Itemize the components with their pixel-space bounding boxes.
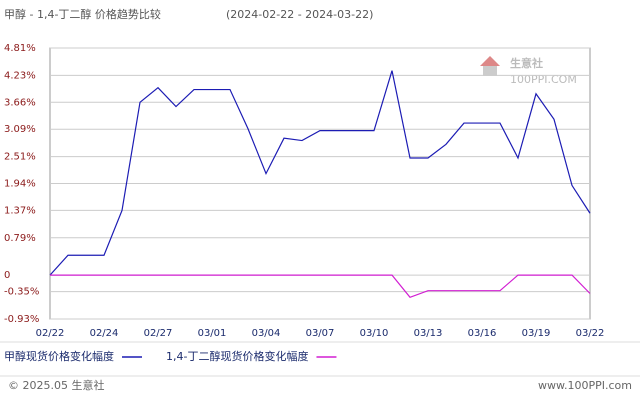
- x-tick-label: 03/19: [522, 328, 551, 339]
- chart-subtitle: (2024-02-22 - 2024-03-22): [226, 8, 373, 21]
- y-tick-label: 4.23%: [4, 70, 36, 81]
- y-tick-label: 1.37%: [4, 205, 36, 216]
- legend-label: 甲醇现货价格变化幅度: [4, 349, 114, 363]
- x-tick-label: 03/04: [252, 328, 281, 339]
- watermark: 生意社 100PPI.COM: [480, 56, 577, 86]
- y-tick-label: 4.81%: [4, 43, 36, 54]
- watermark-text: 生意社: [510, 56, 543, 70]
- watermark-site: 100PPI.COM: [510, 73, 577, 86]
- x-tick-label: 03/16: [468, 328, 497, 339]
- y-tick-label: -0.35%: [4, 287, 39, 298]
- x-tick-label: 02/24: [90, 328, 119, 339]
- x-tick-label: 02/27: [144, 328, 173, 339]
- y-tick-label: 2.51%: [4, 152, 36, 163]
- y-tick-label: 0: [4, 270, 10, 281]
- footer-left: © 2025.05 生意社: [8, 378, 104, 392]
- x-tick-label: 03/10: [360, 328, 389, 339]
- y-tick-label: 0.79%: [4, 233, 36, 244]
- footer-right: www.100PPI.com: [538, 379, 632, 392]
- legend-label: 1,4-丁二醇现货价格变化幅度: [166, 349, 308, 363]
- watermark-icon: [480, 56, 500, 66]
- series-line: [50, 274, 591, 298]
- y-tick-label: -0.93%: [4, 314, 39, 325]
- x-tick-label: 03/13: [414, 328, 443, 339]
- watermark-icon: [483, 66, 497, 76]
- x-tick-label: 03/01: [198, 328, 227, 339]
- x-tick-label: 03/07: [306, 328, 335, 339]
- y-tick-label: 3.66%: [4, 97, 36, 108]
- x-tick-label: 02/22: [36, 328, 65, 339]
- x-tick-label: 03/22: [576, 328, 605, 339]
- chart-title: 甲醇 - 1,4-丁二醇 价格趋势比较: [4, 7, 161, 21]
- y-tick-label: 3.09%: [4, 124, 36, 135]
- y-tick-label: 1.94%: [4, 179, 36, 190]
- series-line: [49, 70, 591, 276]
